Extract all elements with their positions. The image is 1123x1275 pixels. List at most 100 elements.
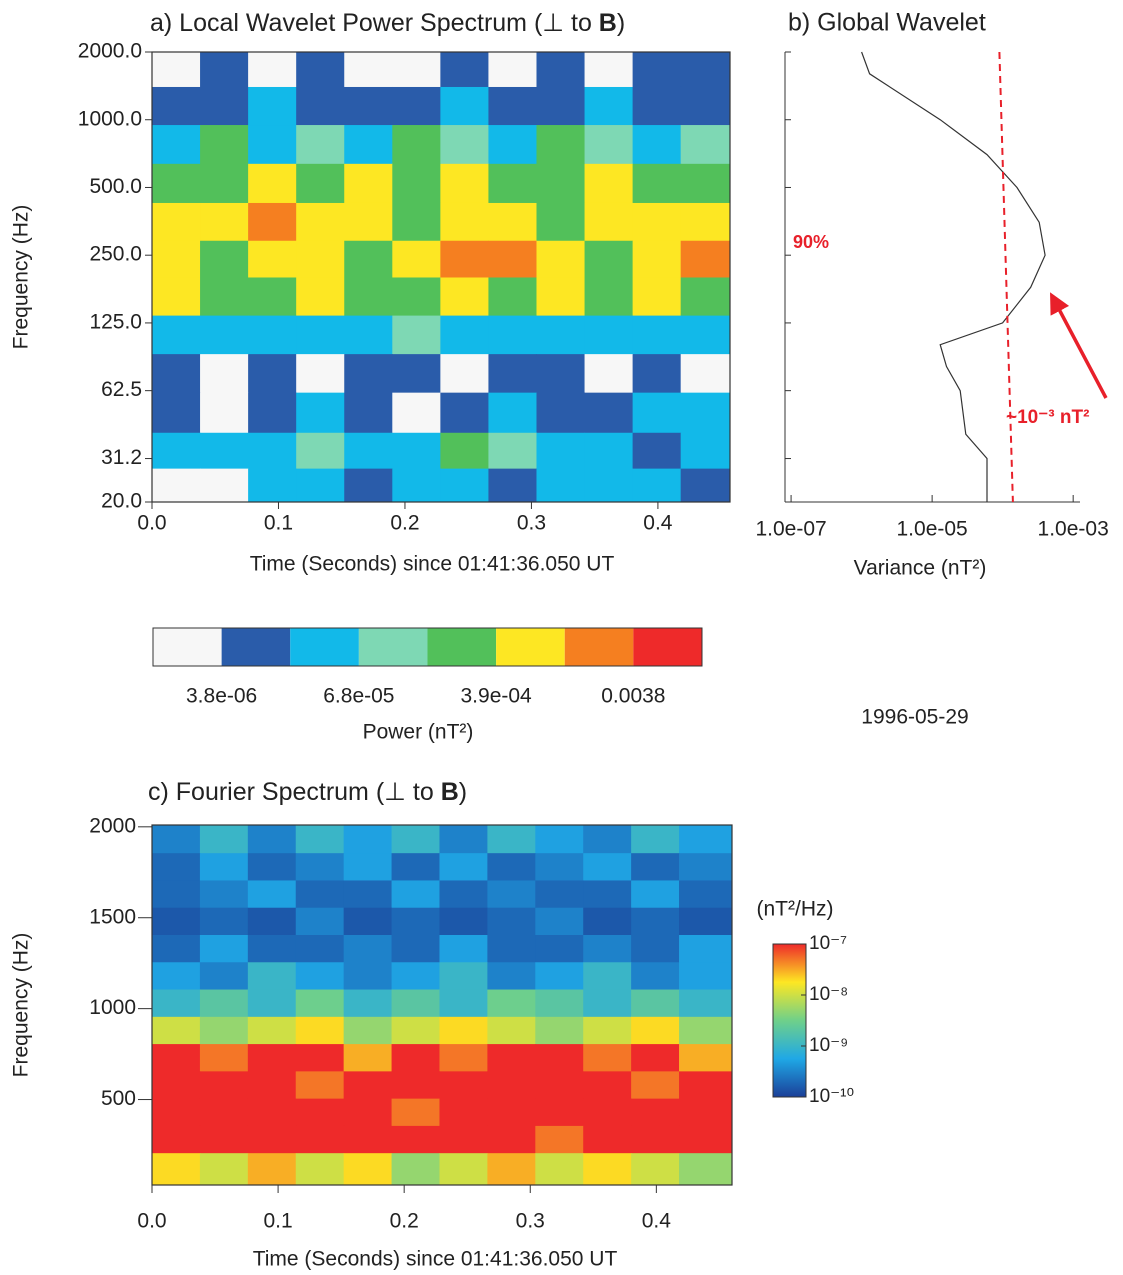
contour-cell (584, 86, 634, 126)
contour-cell (632, 392, 682, 434)
contour-cell (344, 432, 393, 470)
heatmap-cell (391, 1044, 440, 1072)
heatmap-cell (343, 989, 393, 1018)
heatmap-cell (679, 1071, 733, 1100)
plot-frame (151, 824, 733, 1186)
contour-cell (248, 240, 297, 278)
heatmap-cell (199, 935, 249, 963)
colorbar-swatch (496, 628, 565, 666)
contour-cell (392, 52, 441, 88)
heatmap-cell (679, 1153, 733, 1186)
contour-cell (680, 163, 731, 204)
y-tick-label: 250.0 (89, 243, 142, 266)
heatmap-cell (391, 935, 440, 963)
heatmap-cell (199, 907, 249, 936)
heatmap-cell (487, 1098, 536, 1127)
contour-cell (200, 163, 249, 204)
colorbar-tick-label: 6.8e-05 (323, 685, 394, 708)
heatmap-cell (199, 880, 249, 909)
heatmap-cell (295, 1125, 345, 1154)
x-tick-label: 0.0 (137, 1210, 166, 1233)
heatmap-cell (439, 962, 488, 991)
colorbar-tick-label: 10⁻⁹ (809, 1035, 848, 1056)
x-tick-label: 0.0 (137, 512, 166, 535)
contour-cell (584, 277, 634, 317)
contour-cell (200, 52, 249, 88)
heatmap-cell (343, 1125, 393, 1154)
contour-cell (296, 202, 345, 242)
heatmap-cell (583, 989, 632, 1018)
heatmap-cell (247, 962, 297, 991)
heatmap-cell (487, 825, 536, 854)
y-tick-label: 500.0 (89, 175, 142, 198)
heatmap-cell (487, 935, 536, 963)
heatmap-cell (535, 1153, 584, 1186)
contour-cell (200, 125, 249, 165)
title-part: c) Fourier Spectrum (⊥ to (148, 778, 441, 806)
heatmap-cell (295, 1098, 345, 1127)
contour-cell (296, 125, 345, 165)
heatmap-cell (247, 1153, 297, 1186)
contour-cell (680, 240, 731, 278)
heatmap-cell (679, 825, 733, 854)
colorbar-label: (nT²/Hz) (757, 898, 834, 921)
heatmap-cell (487, 989, 536, 1018)
contour-cell (440, 240, 489, 278)
heatmap-cell (247, 935, 297, 963)
heatmap-cell (439, 825, 488, 854)
contour-cell (344, 392, 393, 434)
heatmap-cell (487, 1044, 536, 1072)
colorbar-frame (152, 627, 703, 667)
date-label: 1996-05-29 (861, 706, 968, 729)
contour-cell (392, 432, 441, 470)
heatmap-cell (199, 1153, 249, 1186)
contour-cell (680, 202, 731, 242)
contour-cell (680, 125, 731, 165)
heatmap-cell (391, 853, 440, 881)
heatmap-cell (199, 989, 249, 1018)
colorbar-tick-label: 10⁻⁸ (809, 984, 848, 1005)
heatmap-cell (679, 880, 733, 909)
contour-cell (440, 468, 489, 503)
heatmap-cell (631, 825, 680, 854)
chart-title: b) Global Wavelet (788, 9, 986, 37)
heatmap-cell (391, 962, 440, 991)
heatmap-cell (631, 853, 680, 881)
heatmap-cell (247, 825, 297, 854)
heatmap-cell (295, 907, 345, 936)
contour-cell (344, 277, 393, 317)
contour-cell (680, 315, 731, 355)
contour-cell (440, 392, 489, 434)
heatmap-cell (247, 880, 297, 909)
heatmap-cell (439, 1016, 488, 1045)
heatmap-cell (631, 962, 680, 991)
contour-cell (680, 277, 731, 317)
x-tick-label: 0.1 (263, 1210, 292, 1233)
y-axis-label: Frequency (Hz) (10, 933, 33, 1078)
contour-cell (248, 52, 297, 88)
contour-cell (392, 392, 441, 434)
heatmap-cell (679, 935, 733, 963)
contour-cell (392, 468, 441, 503)
contour-cell (344, 354, 393, 394)
heatmap-cell (199, 853, 249, 881)
contour-cell (152, 315, 201, 355)
heatmap-cell (152, 1016, 201, 1045)
heatmap-cell (439, 989, 488, 1018)
series-label: 90% (793, 232, 829, 252)
heatmap-cell (152, 1153, 201, 1186)
contour-cell (536, 125, 586, 165)
heatmap-cell (295, 825, 345, 854)
contour-cell (296, 52, 345, 88)
y-tick-label: 31.2 (101, 446, 142, 469)
contour-cell (248, 354, 297, 394)
contour-cell (200, 240, 249, 278)
contour-cell (680, 86, 731, 126)
colorbar-swatch (427, 628, 497, 666)
contour-cell (536, 163, 586, 204)
heatmap-cell (295, 853, 345, 881)
contour-cell (584, 354, 634, 394)
contour-cell (200, 354, 249, 394)
x-tick-label: 0.4 (643, 512, 673, 535)
